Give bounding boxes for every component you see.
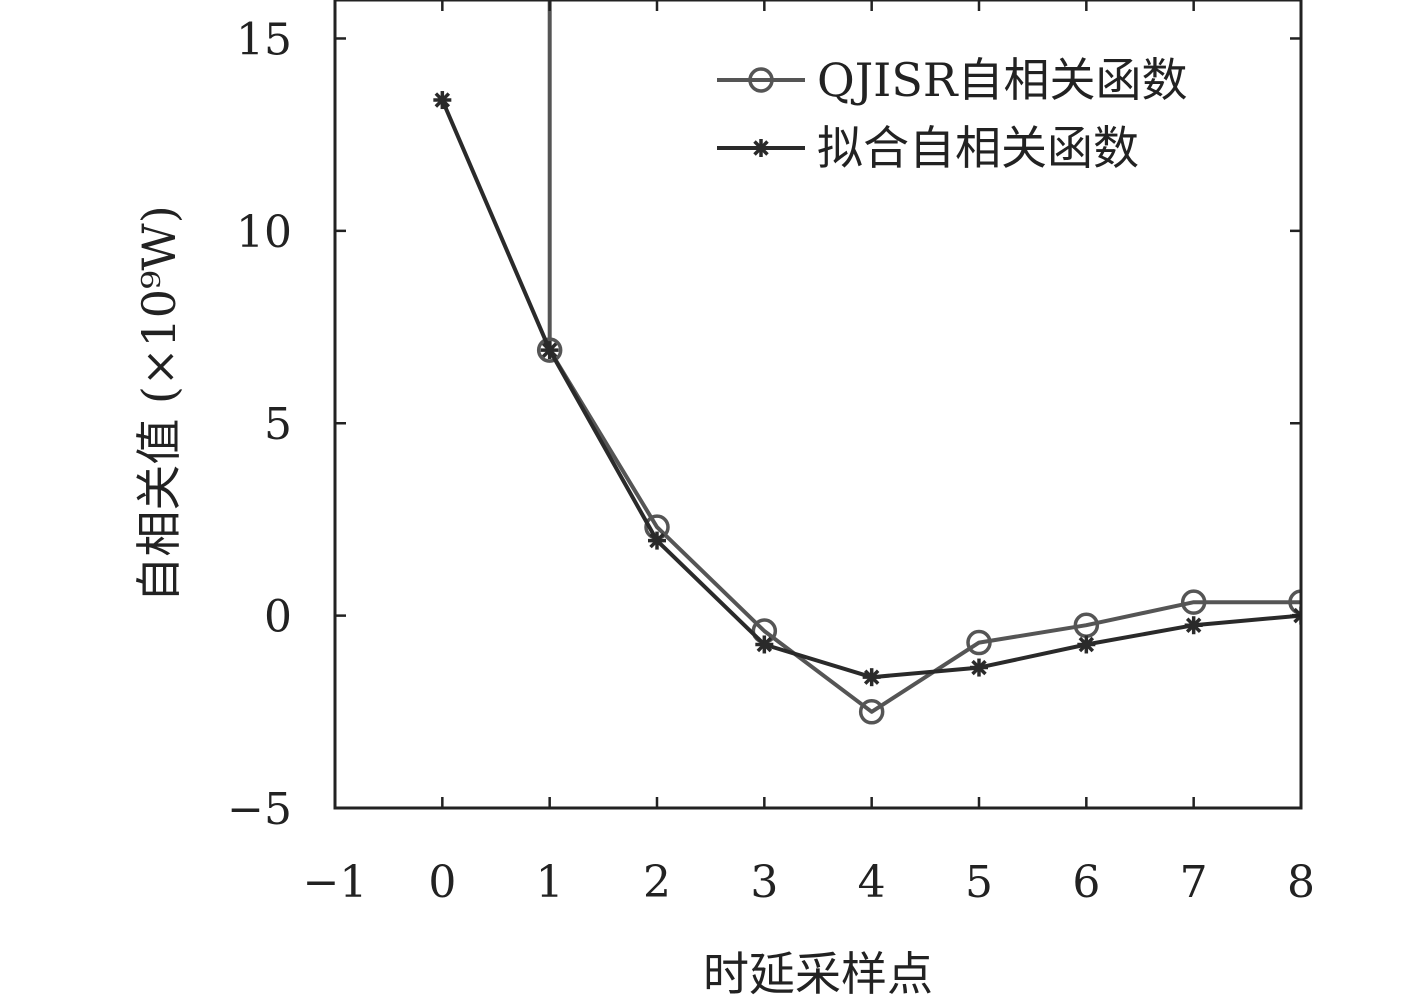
x-tick-label: 3: [750, 857, 778, 908]
data-point-circle: [858, 699, 885, 725]
legend-item: 拟合自相关函数: [717, 121, 1139, 175]
y-tick-label: 5: [264, 399, 292, 450]
x-tick-label: 5: [965, 857, 993, 908]
x-tick-label: 4: [858, 857, 886, 908]
data-point-star: [970, 658, 988, 677]
x-tick-label: 6: [1072, 857, 1100, 908]
series-2: [433, 91, 1301, 687]
legend-label: QJISR自相关函数: [817, 53, 1187, 107]
x-axis-title: 时延采样点: [703, 947, 933, 1001]
series-line: [440, 99, 1301, 680]
y-axis-title: 自相关值 (×10⁹W): [132, 205, 186, 602]
data-point-star: [1077, 635, 1096, 654]
legend-marker-star: [752, 139, 770, 157]
data-point-star: [1184, 616, 1203, 635]
y-tick-label: 0: [264, 592, 292, 643]
x-tick-label: 1: [536, 857, 564, 908]
tick-labels: −1 0 1 2 3 4 5 6 7 8 −5 0 5 10 15: [227, 14, 1315, 908]
ticks-layer: [333, 0, 1303, 810]
data-point-circle: [1180, 589, 1207, 615]
y-tick-label: 10: [236, 207, 292, 258]
data-point-star: [862, 668, 881, 687]
data-point-circle: [1288, 589, 1301, 615]
series-1: [536, 0, 1301, 725]
data-point-circle: [536, 337, 563, 363]
data-point-star: [433, 91, 452, 110]
x-tick-label: 8: [1287, 857, 1315, 908]
legend-marker-circle: [748, 67, 774, 93]
y-tick-label: −5: [227, 784, 292, 835]
legend-label: 拟合自相关函数: [817, 121, 1139, 175]
data-point-star: [648, 531, 666, 550]
data-point-star: [540, 341, 559, 360]
plot-frame: [333, 0, 1303, 810]
x-tick-label: 0: [428, 857, 456, 908]
x-tick-label: 7: [1180, 857, 1208, 908]
y-tick-label: 15: [236, 14, 292, 65]
legend-item: QJISR自相关函数: [717, 53, 1187, 107]
data-point-star: [755, 635, 774, 654]
x-tick-label: −1: [303, 857, 368, 908]
data-point-circle: [966, 629, 992, 656]
x-tick-label: 2: [643, 857, 671, 908]
series-layer: [433, 0, 1301, 725]
series-line: [547, 0, 1301, 714]
